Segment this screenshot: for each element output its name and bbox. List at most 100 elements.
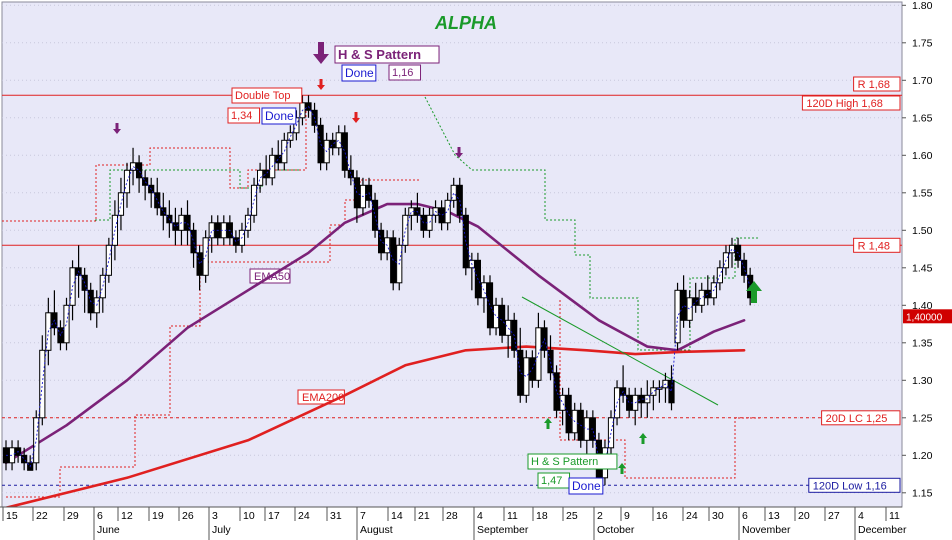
hs-value-label-2: 1,47 (541, 475, 562, 487)
level-label-box (808, 477, 901, 493)
y-tick-label: 1.35 (912, 337, 933, 349)
candle-body (728, 244, 736, 254)
level-label: R 1,48 (858, 240, 890, 252)
hs-value-label-box (388, 64, 422, 81)
hs-pattern-label: H & S Pattern (338, 47, 421, 62)
candle-body (450, 184, 457, 201)
candle-body (402, 214, 409, 246)
pattern-arrow-icon (455, 147, 463, 158)
candle-body (650, 387, 657, 396)
y-tick-label: 1.80 (912, 0, 933, 12)
candle-body (275, 154, 282, 164)
y-tick-label: 1.40 (912, 300, 933, 312)
candle-body (486, 282, 494, 329)
candle-body (105, 244, 112, 276)
month-label: July (212, 524, 231, 536)
candle-body (505, 319, 512, 336)
candle-body (583, 417, 590, 441)
x-tick-label: 24 (686, 510, 698, 522)
level-label-box (853, 76, 901, 92)
double-top-done-box (261, 107, 297, 125)
x-tick-label: 22 (36, 510, 48, 522)
plot-area (1, 1, 903, 508)
candle-body (39, 349, 46, 419)
hs-pattern-label-box (334, 45, 440, 64)
x-tick-label: 3 (212, 510, 218, 522)
candle-body (480, 282, 488, 299)
x-tick-label: 6 (742, 510, 748, 522)
candle-body (335, 132, 342, 149)
double-top-label-box (231, 87, 303, 104)
signal-arrow-icon (639, 433, 647, 444)
y-tick-label: 1.65 (912, 112, 933, 124)
x-tick-label: 16 (656, 510, 668, 522)
hs-pattern-label-2: H & S Pattern (531, 456, 598, 468)
x-tick-label: 27 (828, 510, 840, 522)
candle-body (499, 304, 506, 336)
candle-body (341, 132, 348, 171)
hs-done-label-2-box (568, 477, 604, 495)
candle-body (347, 169, 354, 179)
y-tick-label: 1.15 (912, 487, 933, 499)
y-tick-label: 1.75 (912, 37, 933, 49)
candle-body (190, 229, 197, 254)
candlesticks (2, 95, 754, 486)
month-label: November (742, 524, 791, 536)
x-tick-label: 7 (360, 510, 366, 522)
candle-body (129, 162, 137, 171)
candle-body (668, 379, 675, 404)
month-label: October (597, 524, 635, 536)
candle-body (172, 222, 179, 231)
candle-body (196, 252, 203, 276)
chart-title: ALPHA (434, 13, 497, 33)
x-tick-label: 11 (889, 510, 900, 522)
month-label: August (360, 524, 393, 536)
candle-body (378, 229, 385, 254)
price-dotted-line (6, 105, 751, 468)
x-tick-label: 31 (330, 510, 342, 522)
x-tick-label: 12 (121, 510, 133, 522)
hs-done-label: Done (345, 66, 374, 80)
candle-body (565, 394, 572, 434)
ema200-line (4, 345, 746, 510)
y-tick-label: 1.60 (912, 150, 933, 162)
candle-body (281, 139, 288, 164)
hs-pattern-label-2-box (527, 453, 618, 470)
pattern-arrow-icon (113, 123, 121, 134)
candle-body (8, 447, 16, 464)
hs-value-label: 1,16 (392, 67, 413, 79)
x-tick-label: 20 (798, 510, 810, 522)
candle-body (33, 417, 40, 464)
candle-body (492, 304, 500, 329)
candle-body (656, 387, 663, 390)
hs-done-label-box (341, 64, 377, 82)
x-tick-label: 25 (566, 510, 578, 522)
signal-arrow-icon (352, 112, 360, 123)
candle-body (263, 169, 270, 179)
level-label: 20D LC 1,25 (826, 413, 888, 425)
candle-body (136, 162, 143, 179)
x-tick-label: 29 (67, 510, 79, 522)
double-top-done: Done (265, 109, 294, 123)
double-top-value: 1,34 (231, 110, 252, 122)
level-label-box (801, 95, 901, 111)
y-tick-label: 1.25 (912, 412, 933, 424)
candle-body (523, 357, 530, 396)
candle-body (438, 207, 445, 224)
candle-body (329, 139, 336, 149)
candle-body (444, 199, 451, 224)
signal-arrow-icon (317, 79, 325, 90)
candle-body (63, 304, 70, 344)
candle-body (257, 169, 264, 186)
candle-body (686, 297, 693, 321)
x-tick-label: 28 (446, 510, 458, 522)
x-tick-label: 21 (418, 510, 430, 522)
last-price-box (903, 309, 952, 324)
candle-body (607, 417, 615, 449)
candle-body (698, 289, 705, 306)
signal-arrow-icon (544, 418, 552, 429)
candle-body (123, 169, 131, 194)
y-tick-label: 1.20 (912, 450, 933, 462)
x-tick-label: 18 (536, 510, 548, 522)
